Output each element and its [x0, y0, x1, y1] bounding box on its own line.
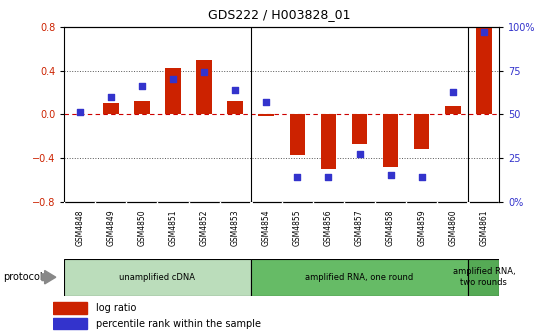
Bar: [53, 318, 87, 329]
Bar: [321, 114, 336, 169]
Text: GSM4856: GSM4856: [324, 209, 333, 246]
Text: GSM4851: GSM4851: [169, 209, 177, 246]
Point: [355, 152, 364, 157]
Point: [479, 30, 488, 35]
Bar: [290, 114, 305, 155]
Point: [293, 174, 302, 180]
Bar: [476, 27, 492, 114]
Text: GSM4849: GSM4849: [107, 209, 116, 246]
Bar: [165, 69, 181, 114]
Bar: [64, 259, 251, 296]
Bar: [103, 103, 119, 114]
Point: [417, 174, 426, 180]
Bar: [414, 114, 430, 149]
Text: percentile rank within the sample: percentile rank within the sample: [96, 319, 261, 329]
Point: [107, 94, 116, 99]
Bar: [383, 114, 398, 167]
Point: [324, 174, 333, 180]
Text: GSM4854: GSM4854: [262, 209, 271, 246]
Text: log ratio: log ratio: [96, 303, 136, 313]
Point: [448, 89, 457, 94]
Point: [386, 173, 395, 178]
Bar: [134, 101, 150, 114]
Bar: [53, 302, 87, 314]
Bar: [196, 60, 212, 114]
Text: amplified RNA,
two rounds: amplified RNA, two rounds: [453, 267, 515, 287]
Text: GSM4857: GSM4857: [355, 209, 364, 246]
Text: protocol: protocol: [3, 272, 42, 282]
Text: GSM4858: GSM4858: [386, 209, 395, 246]
Text: GSM4853: GSM4853: [230, 209, 239, 246]
Point: [75, 110, 84, 115]
Text: GDS222 / H003828_01: GDS222 / H003828_01: [208, 8, 350, 22]
Bar: [228, 101, 243, 114]
Text: GSM4860: GSM4860: [448, 209, 457, 246]
Bar: [258, 114, 274, 117]
Text: GSM4848: GSM4848: [75, 209, 84, 246]
Point: [169, 77, 177, 82]
Point: [200, 70, 209, 75]
Point: [262, 99, 271, 105]
Text: GSM4859: GSM4859: [417, 209, 426, 246]
Bar: [251, 259, 468, 296]
Text: amplified RNA, one round: amplified RNA, one round: [305, 273, 413, 282]
Text: GSM4855: GSM4855: [293, 209, 302, 246]
Bar: [445, 106, 460, 114]
Text: GSM4850: GSM4850: [137, 209, 146, 246]
Bar: [468, 259, 499, 296]
Point: [230, 87, 239, 92]
Text: GSM4852: GSM4852: [200, 209, 209, 246]
Text: GSM4861: GSM4861: [479, 209, 488, 246]
Point: [137, 84, 146, 89]
Text: unamplified cDNA: unamplified cDNA: [119, 273, 195, 282]
Bar: [352, 114, 367, 144]
